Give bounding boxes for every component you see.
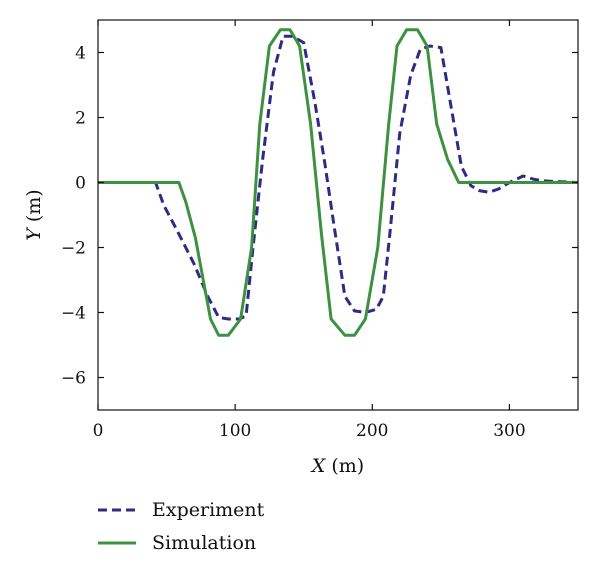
y-axis-label: Y (m): [23, 189, 45, 240]
ticks: 0 100 200 300 4 2 0 −2 −4 −6: [61, 20, 578, 441]
legend-label-experiment: Experiment: [152, 499, 265, 521]
legend-label-simulation: Simulation: [152, 532, 256, 554]
y-tick-label: 0: [75, 174, 86, 194]
y-axis-unit: (m): [23, 189, 45, 228]
series-line-simulation: [98, 28, 578, 337]
y-tick-label: 2: [75, 109, 86, 129]
x-tick-label: 200: [356, 421, 388, 441]
y-tick-label: −4: [61, 304, 86, 324]
x-tick-label: 0: [93, 421, 104, 441]
legend: Experiment Simulation: [98, 499, 265, 554]
y-tick-label: −6: [61, 369, 86, 389]
x-axis-variable: X: [310, 455, 327, 477]
y-axis-variable: Y: [23, 226, 45, 241]
x-tick-label: 100: [219, 421, 251, 441]
y-tick-label: −2: [61, 239, 86, 259]
series-line-experiment: [98, 34, 579, 321]
axes-frame: [97, 19, 579, 411]
plot-area: [98, 28, 579, 337]
axes: [97, 19, 579, 411]
y-tick-label: 4: [75, 44, 86, 64]
x-axis-label: X (m): [310, 455, 364, 477]
x-tick-label: 300: [493, 421, 525, 441]
x-axis-unit: (m): [325, 455, 364, 477]
